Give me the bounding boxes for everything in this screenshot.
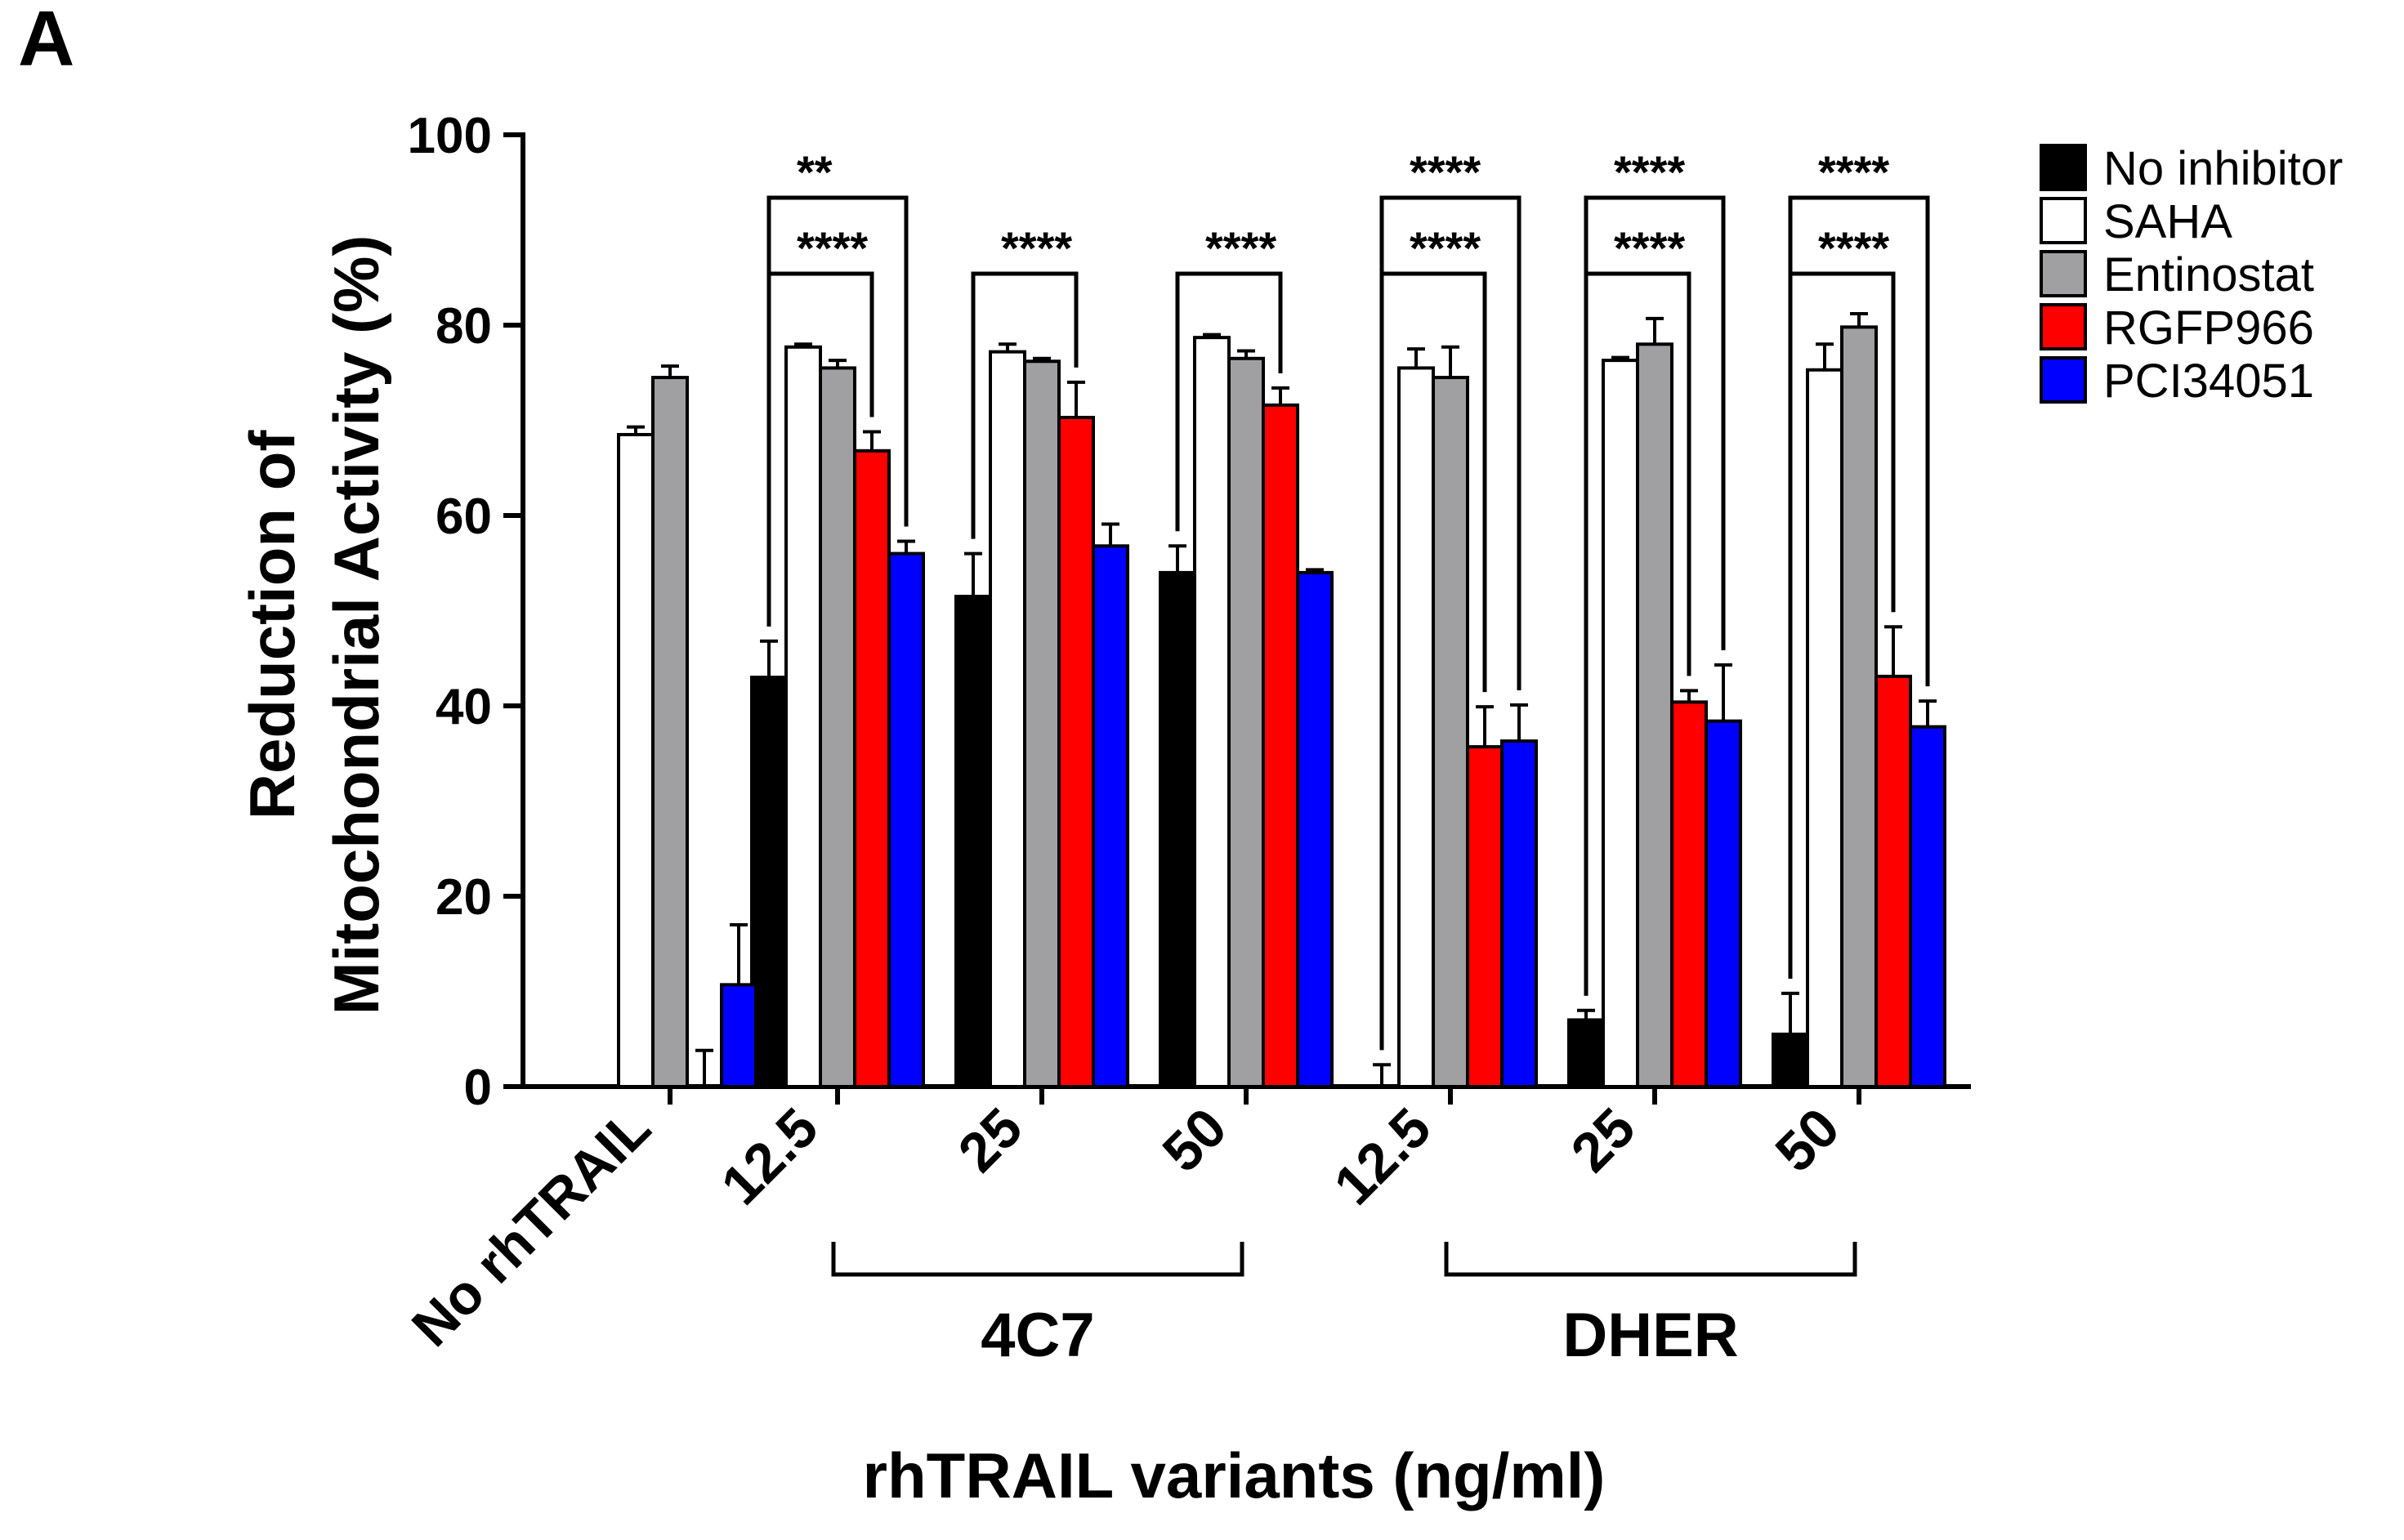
significance-bracket (1788, 271, 1896, 979)
bar (1466, 745, 1504, 1088)
significance-label: **** (1205, 222, 1276, 274)
y-tick-label: 60 (436, 489, 492, 545)
bar (1159, 570, 1196, 1088)
legend-label: SAHA (2103, 195, 2232, 248)
bars (617, 312, 1946, 1089)
y-tick-label: 40 (436, 679, 492, 735)
bar (720, 983, 757, 1088)
group-label: 4C7 (981, 1301, 1094, 1370)
bar (651, 376, 689, 1088)
x-tick-label: 12.5 (709, 1096, 829, 1216)
x-tick-label: 12.5 (1322, 1096, 1442, 1216)
bar (1567, 1018, 1605, 1088)
legend-swatch (2040, 356, 2087, 404)
panel-label: A (18, 0, 74, 83)
legend-label: Entinostat (2103, 248, 2314, 301)
x-tick-label: 50 (1763, 1096, 1851, 1184)
legend-label: PCI34051 (2103, 355, 2314, 408)
significance-bracket (971, 271, 1079, 539)
bar (989, 350, 1026, 1088)
bar (1602, 359, 1639, 1089)
significance-label: **** (1818, 146, 1889, 198)
x-axis-label: rhTRAIL variants (ng/ml) (863, 1440, 1606, 1511)
group-label: DHER (1562, 1301, 1738, 1370)
bar (617, 432, 655, 1088)
bar (1397, 366, 1435, 1088)
significance-bracket (1379, 271, 1487, 1051)
bar (1432, 376, 1469, 1088)
bar (1227, 356, 1265, 1088)
bar (1500, 739, 1538, 1088)
significance-label: **** (1818, 222, 1889, 274)
x-tick-label: 50 (1151, 1096, 1238, 1184)
bar (954, 595, 992, 1088)
y-axis-label-line2: Mitochondrial Activity (%) (320, 235, 392, 1016)
y-tick-label: 100 (408, 108, 492, 164)
significance-label: **** (1614, 222, 1685, 274)
legend-label: No inhibitor (2103, 142, 2343, 195)
bar (1840, 325, 1878, 1088)
x-tick-label: 25 (1559, 1096, 1647, 1184)
significance-label: **** (1410, 146, 1481, 198)
legend-label: RGFP966 (2103, 301, 2314, 355)
significance-bracket (1584, 271, 1691, 996)
significance-label: ** (797, 146, 833, 198)
bar (1057, 416, 1095, 1088)
group-bracket (831, 1242, 1244, 1277)
bar (819, 366, 856, 1088)
bar (1262, 403, 1299, 1088)
x-tick-label: No rhTRAIL (400, 1096, 663, 1359)
bar (1296, 570, 1334, 1088)
significance-label: **** (797, 222, 868, 274)
significance-bracket (766, 271, 874, 627)
y-tick-label: 20 (436, 869, 492, 926)
significance-label: **** (1001, 222, 1072, 274)
significance-brackets: ****** **** **************************** (766, 146, 1930, 1051)
bar (1806, 368, 1843, 1088)
legend-swatch (2040, 250, 2087, 297)
bar (1092, 544, 1129, 1088)
group-bracket (1444, 1242, 1857, 1277)
legend: No inhibitorSAHAEntinostatRGFP966PCI3405… (2040, 142, 2343, 408)
bar (1909, 725, 1946, 1088)
bar (1772, 1032, 1809, 1089)
legend-swatch (2040, 197, 2087, 244)
significance-label: **** (1410, 222, 1481, 274)
bar (784, 345, 822, 1089)
bar (1636, 342, 1673, 1088)
y-axis-label-line1: Reduction of (236, 430, 308, 820)
y-tick-label: 80 (436, 298, 492, 355)
bar (853, 449, 891, 1088)
bar (887, 551, 925, 1088)
significance-label: **** (1614, 146, 1685, 198)
y-tick-label: 0 (464, 1060, 492, 1116)
x-tick-label: 25 (946, 1096, 1034, 1184)
bar (1874, 674, 1912, 1088)
legend-swatch (2040, 303, 2087, 350)
group-brackets: 4C7 DHER (831, 1242, 1857, 1370)
bar (1193, 336, 1231, 1088)
bar (1705, 719, 1742, 1088)
bar (1670, 700, 1708, 1089)
legend-swatch (2040, 144, 2087, 191)
bar (1023, 359, 1061, 1088)
significance-bracket (1175, 271, 1283, 532)
